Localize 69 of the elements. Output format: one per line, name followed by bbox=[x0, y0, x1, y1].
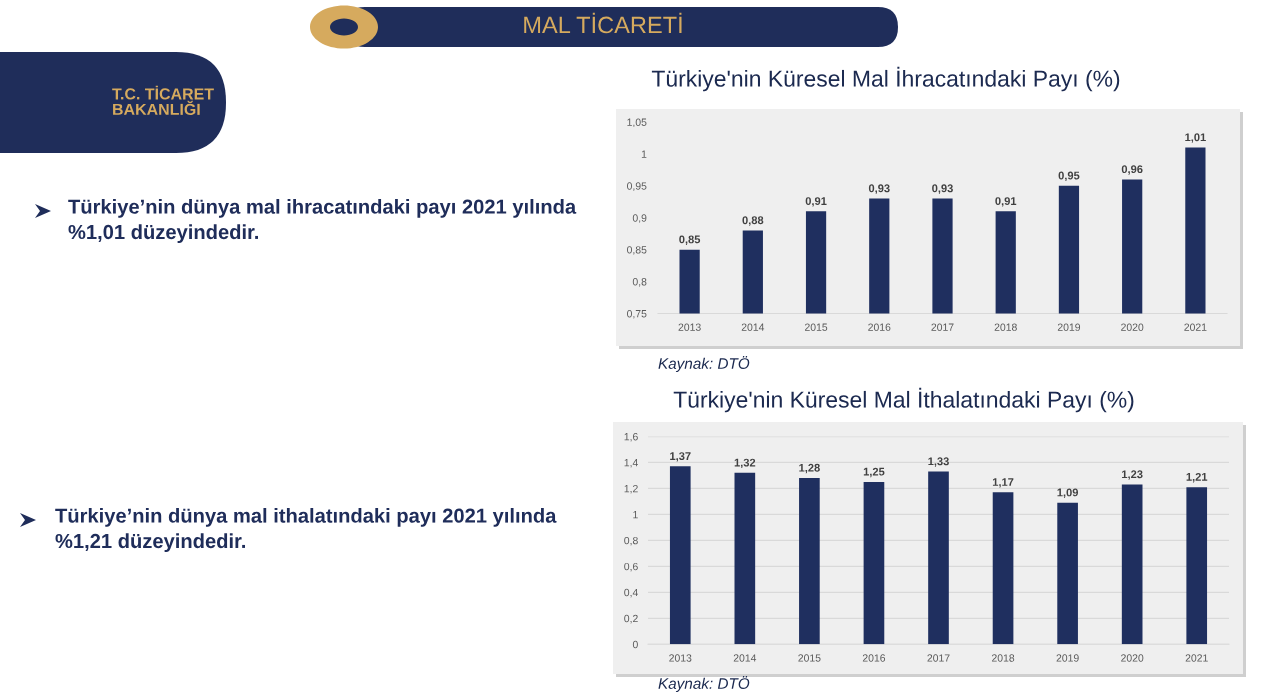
data-label: 0,88 bbox=[742, 216, 764, 226]
bar bbox=[992, 492, 1014, 645]
chart-title: Türkiye'nin Küresel Mal İthalatındaki Payı (%) bbox=[673, 387, 1134, 413]
x-tick-label: 2021 bbox=[1184, 323, 1207, 331]
y-tick-label: 0,85 bbox=[627, 246, 647, 255]
x-tick-label: 2015 bbox=[798, 654, 821, 662]
y-tick-label: 0,75 bbox=[627, 310, 647, 319]
y-tick-label: 0,8 bbox=[624, 536, 638, 546]
x-tick-label: 2014 bbox=[733, 654, 757, 662]
bar bbox=[928, 471, 949, 645]
data-label: 1,09 bbox=[1057, 488, 1079, 498]
y-tick-label: 1 bbox=[641, 150, 647, 158]
data-label: 0,95 bbox=[1058, 171, 1080, 182]
y-tick-label: 0,4 bbox=[624, 588, 638, 598]
bar bbox=[1121, 484, 1143, 645]
y-tick-label: 0,6 bbox=[624, 562, 638, 572]
y-tick-label: 0,2 bbox=[624, 614, 638, 624]
x-tick-label: 2020 bbox=[1121, 654, 1144, 662]
y-tick-label: 1,4 bbox=[624, 459, 638, 468]
y-tick-label: 0,8 bbox=[632, 278, 647, 287]
data-label: 1,23 bbox=[1122, 470, 1143, 480]
x-tick-label: 2021 bbox=[1185, 654, 1208, 662]
data-label: 1,21 bbox=[1186, 472, 1208, 483]
bar bbox=[863, 481, 885, 645]
text: Kaynak: DTÖ bbox=[658, 356, 750, 372]
data-label: 0,91 bbox=[995, 197, 1017, 207]
data-label: 1,32 bbox=[734, 458, 756, 469]
data-label: 1,33 bbox=[928, 457, 949, 467]
x-tick-label: 2020 bbox=[1121, 323, 1144, 331]
x-tick-label: 2014 bbox=[741, 323, 765, 331]
data-label: 0,91 bbox=[805, 197, 827, 207]
y-tick-label: 1,05 bbox=[627, 118, 647, 128]
y-tick-label: 1,6 bbox=[624, 433, 638, 442]
data-label: 1,01 bbox=[1185, 133, 1206, 143]
x-tick-label: 2018 bbox=[994, 323, 1017, 331]
data-label: 1,17 bbox=[992, 478, 1014, 488]
data-label: 0,85 bbox=[679, 235, 701, 245]
text: Kaynak: DTÖ bbox=[658, 676, 750, 692]
y-tick-label: 0,9 bbox=[632, 214, 647, 223]
text: Türkiye’nin dünya mal ihracatındaki payı 2021 yılında %1,01 düzeyindedir. bbox=[68, 199, 577, 244]
bar bbox=[799, 478, 820, 645]
bar bbox=[1186, 487, 1208, 645]
text: MAL TİCARETİ bbox=[524, 12, 682, 34]
data-label: 0,96 bbox=[1121, 165, 1143, 175]
x-tick-label: 2017 bbox=[931, 323, 954, 331]
y-tick-label: 0,95 bbox=[627, 182, 647, 191]
x-tick-label: 2019 bbox=[1057, 323, 1081, 331]
x-tick-label: 2016 bbox=[862, 654, 886, 662]
data-label: 0,93 bbox=[932, 184, 953, 194]
y-tick-label: 0 bbox=[632, 640, 638, 649]
text: T.C. TİCARET BAKANLIĞI bbox=[112, 85, 214, 116]
data-label: 1,25 bbox=[863, 467, 885, 478]
x-tick-label: 2013 bbox=[669, 654, 692, 662]
x-tick-label: 2019 bbox=[1056, 654, 1079, 662]
bar bbox=[669, 466, 691, 645]
x-tick-label: 2018 bbox=[991, 654, 1015, 662]
y-tick-label: 1,2 bbox=[624, 484, 638, 494]
data-label: 0,93 bbox=[868, 184, 890, 194]
x-tick-label: 2016 bbox=[868, 323, 891, 331]
data-label: 1,37 bbox=[670, 452, 691, 462]
text: Türkiye’nin dünya mal ithalatındaki payı 2021 yılında %1,21 düzeyindedir. bbox=[55, 508, 557, 553]
x-tick-label: 2013 bbox=[678, 323, 701, 331]
x-tick-label: 2017 bbox=[927, 654, 950, 662]
x-tick-label: 2015 bbox=[804, 323, 828, 331]
bar bbox=[1057, 502, 1078, 645]
chart-title: Türkiye'nin Küresel Mal İhracatındaki Payı (%) bbox=[651, 66, 1120, 92]
y-tick-label: 1 bbox=[633, 511, 638, 519]
data-label: 1,28 bbox=[799, 463, 820, 474]
bar bbox=[734, 472, 756, 645]
